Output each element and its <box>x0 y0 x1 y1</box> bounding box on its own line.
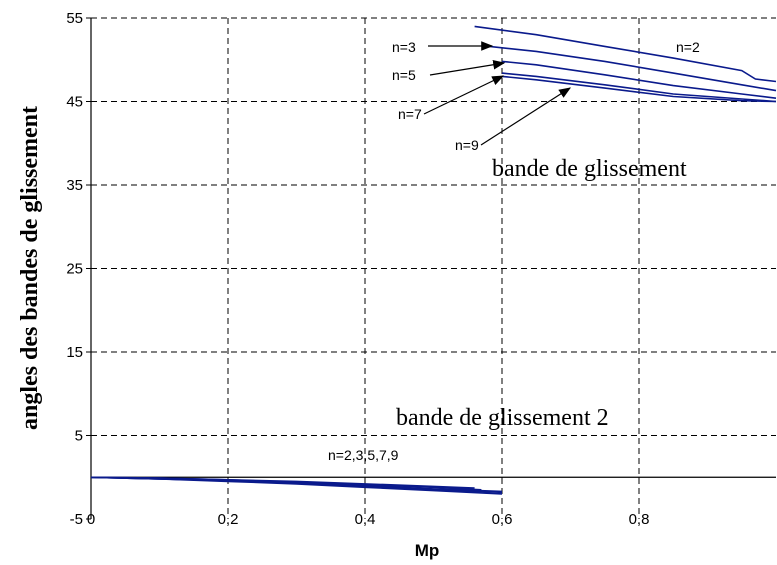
series-line <box>501 75 777 103</box>
annotation-n9: n=9 <box>455 137 479 153</box>
y-tick-label: 5 <box>75 428 83 445</box>
series-line <box>501 72 777 103</box>
x-tick-label: 0,4 <box>355 511 376 528</box>
series-line <box>481 44 777 92</box>
y-tick-label: 35 <box>66 177 83 194</box>
series-line <box>474 25 777 83</box>
y-tick-label: 55 <box>66 10 83 27</box>
annotation-arrow <box>423 75 505 115</box>
annotation-n7: n=7 <box>398 106 422 122</box>
annotation-arrow <box>429 59 506 76</box>
tick-labels: -5 5 15 25 35 45 55 0 0,2 0,4 0,6 0,8 <box>66 10 649 528</box>
annotation-band2: bande de glissement 2 <box>396 405 609 431</box>
annotation-arrow <box>480 87 572 146</box>
series-line <box>501 60 777 99</box>
series-line <box>90 476 503 495</box>
grid <box>91 17 776 519</box>
annotation-n2: n=2 <box>676 39 700 55</box>
annotation-n5: n=5 <box>392 67 416 83</box>
x-tick-label: 0,6 <box>492 511 513 528</box>
x-tick-label: 0,2 <box>218 511 239 528</box>
x-tick-label: 0 <box>87 511 95 528</box>
series-line <box>90 476 503 494</box>
annotation-band1: bande de glissement <box>492 156 687 182</box>
axes <box>86 17 776 520</box>
x-tick-label: 0,8 <box>629 511 650 528</box>
x-axis-label: Mp <box>415 541 440 560</box>
y-tick-label: 15 <box>66 344 83 361</box>
y-tick-label: 45 <box>66 94 83 111</box>
annotation-nlist: n=2,3,5,7,9 <box>328 447 399 463</box>
y-tick-label: 25 <box>66 261 83 278</box>
annotation-arrows <box>423 41 572 146</box>
y-axis-label: angles des bandes de glissement <box>17 106 43 430</box>
y-tick-label: -5 <box>70 511 83 528</box>
annotation-n3: n=3 <box>392 39 416 55</box>
series-lines <box>90 25 777 495</box>
